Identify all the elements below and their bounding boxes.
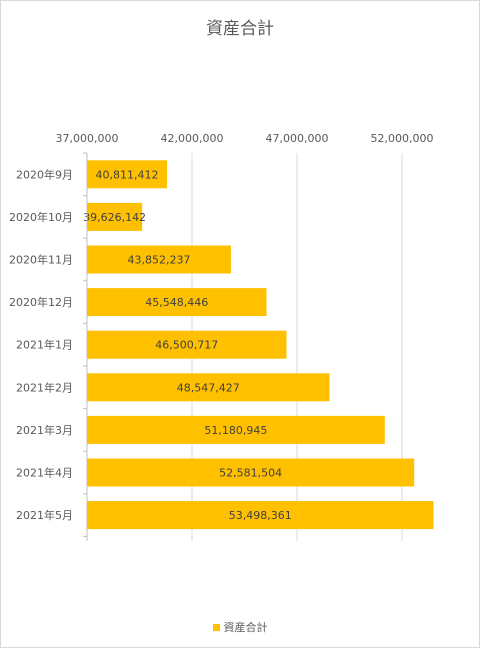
x-tick-label: 52,000,000 — [371, 132, 434, 145]
x-tick-label: 47,000,000 — [266, 132, 329, 145]
bar — [87, 288, 267, 317]
category-label: 2020年10月 — [9, 210, 73, 224]
legend-label: 資産合計 — [223, 621, 268, 634]
bar — [87, 415, 385, 444]
data-label: 46,500,717 — [155, 339, 218, 352]
legend-swatch — [212, 623, 220, 631]
bar — [87, 458, 415, 487]
category-label: 2021年5月 — [16, 508, 73, 522]
bar — [87, 202, 143, 231]
category-label: 2021年3月 — [16, 423, 73, 437]
bar — [87, 245, 231, 274]
category-label: 2021年1月 — [16, 338, 73, 352]
x-tick-label: 37,000,000 — [56, 132, 119, 145]
bar — [87, 330, 287, 359]
chart-legend: 資産合計 — [0, 619, 480, 635]
category-label: 2021年4月 — [16, 466, 73, 480]
category-label: 2021年2月 — [16, 380, 73, 394]
data-label: 48,547,427 — [177, 381, 240, 394]
data-label: 51,180,945 — [204, 424, 267, 437]
category-label: 2020年11月 — [9, 253, 73, 267]
data-label: 52,581,504 — [219, 467, 282, 480]
bar — [87, 373, 330, 402]
chart-title: 資産合計 — [206, 19, 274, 39]
category-label: 2020年12月 — [9, 295, 73, 309]
category-label: 2020年9月 — [16, 167, 73, 181]
data-label: 39,626,142 — [83, 211, 146, 224]
data-label: 53,498,361 — [229, 509, 292, 522]
data-label: 45,548,446 — [145, 296, 208, 309]
bar — [87, 160, 168, 189]
x-tick-label: 42,000,000 — [161, 132, 224, 145]
data-label: 40,811,412 — [96, 168, 159, 181]
data-label: 43,852,237 — [127, 254, 190, 267]
bar — [87, 501, 434, 530]
